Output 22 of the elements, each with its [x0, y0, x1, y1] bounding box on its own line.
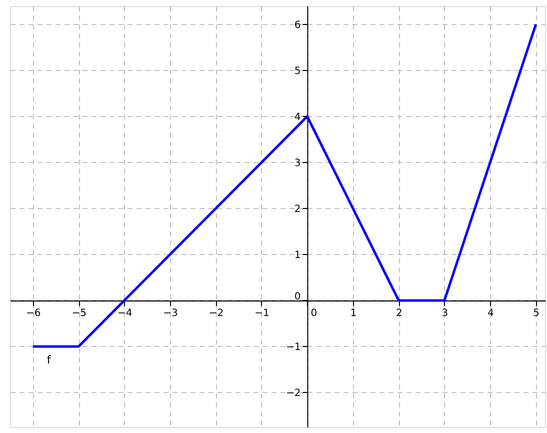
x-tick-label: −2: [208, 308, 224, 319]
x-tick-label: −6: [26, 308, 41, 319]
y-tick-label: 6: [294, 20, 301, 31]
x-tick-label: −3: [163, 308, 178, 319]
x-tick-label: −5: [72, 308, 86, 319]
x-tick-label: −4: [117, 308, 132, 319]
x-tick-label: −1: [254, 308, 270, 319]
y-tick-label: 3: [294, 158, 301, 169]
y-tick-label: 4: [294, 112, 301, 123]
y-tick-label: 1: [294, 250, 301, 261]
y-tick-label: 0: [294, 291, 301, 302]
x-tick-label: 1: [350, 308, 357, 319]
y-tick-label: −2: [286, 388, 301, 399]
x-tick-label: 5: [533, 308, 540, 319]
x-tick-label: 0: [310, 308, 318, 319]
x-tick-label: 2: [396, 308, 402, 319]
x-tick-label: 3: [442, 308, 448, 319]
y-tick-label: 2: [294, 204, 301, 215]
x-tick-label: 4: [487, 308, 494, 319]
series-label: f: [46, 353, 52, 366]
y-tick-label: 5: [294, 66, 301, 77]
y-tick-label: −1: [286, 342, 301, 353]
